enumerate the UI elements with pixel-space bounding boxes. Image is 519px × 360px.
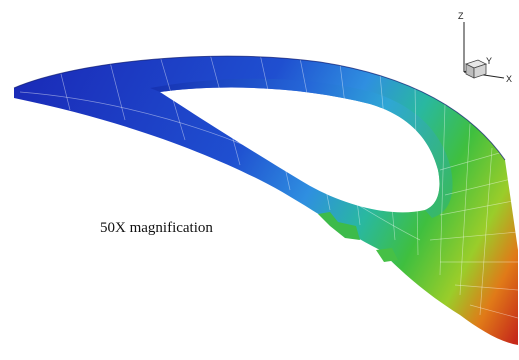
edge-outline (13, 55, 506, 161)
z-axis-label: Z (458, 11, 464, 21)
step-detail (318, 212, 360, 240)
mesh-lines (19, 56, 518, 319)
y-axis-label: Y (486, 56, 492, 66)
inner-opening (160, 87, 440, 213)
axis-triad: Z Y X (458, 11, 512, 84)
step-detail-lower (376, 248, 398, 262)
triad-cube-icon (464, 59, 488, 79)
x-axis-label: X (506, 74, 512, 84)
magnification-label: 50X magnification (100, 220, 213, 236)
structure-body (13, 55, 518, 345)
